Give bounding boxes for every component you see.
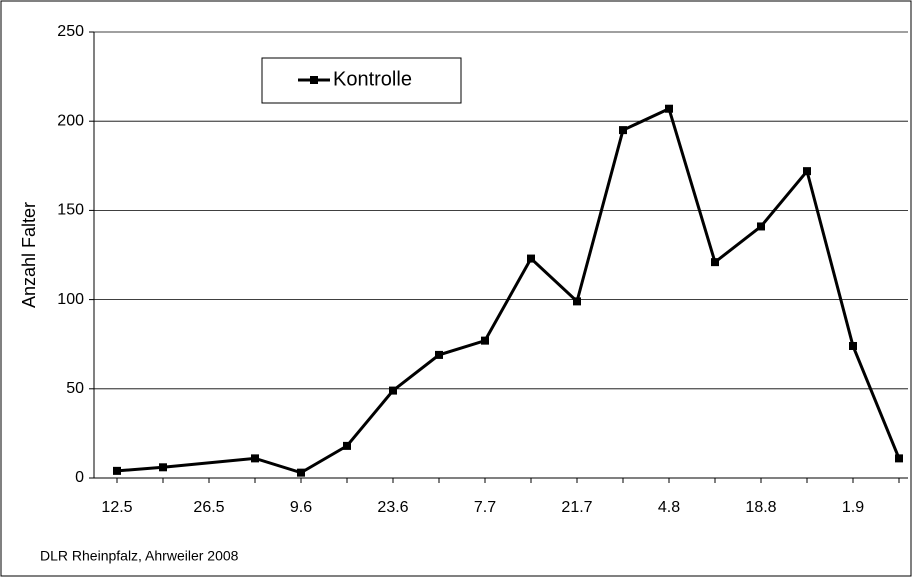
footer: DLR Rheinpfalz, Ahrweiler 2008	[40, 548, 239, 564]
x-tick-label: 21.7	[561, 499, 592, 516]
x-tick-label: 9.6	[290, 499, 312, 516]
y-tick-label: 250	[57, 23, 84, 40]
y-tick-label: 200	[57, 112, 84, 129]
point-marker	[757, 222, 765, 231]
point-marker	[251, 454, 259, 463]
legend-label: Kontrolle	[333, 68, 412, 90]
y-tick-label: 100	[57, 291, 84, 308]
x-tick-label: 7.7	[474, 499, 496, 516]
point-marker	[389, 386, 397, 395]
point-marker	[849, 341, 857, 350]
point-marker	[573, 297, 581, 306]
point-marker	[895, 454, 903, 463]
y-tick-label: 0	[75, 469, 84, 486]
point-marker	[113, 466, 121, 475]
point-marker	[435, 350, 443, 359]
x-tick-label: 1.9	[842, 499, 864, 516]
x-tick-label: 18.8	[745, 499, 776, 516]
y-tick-label: 150	[57, 202, 84, 219]
x-tick-label: 4.8	[658, 499, 680, 516]
point-marker	[481, 336, 489, 345]
point-marker	[343, 441, 351, 450]
y-axis-label: Anzahl Falter	[19, 202, 39, 308]
x-tick-label: 26.5	[193, 499, 224, 516]
legend-marker	[310, 76, 318, 84]
x-tick-label: 12.5	[101, 499, 132, 516]
point-marker	[297, 468, 305, 477]
point-marker	[527, 254, 535, 263]
point-marker	[665, 104, 673, 113]
point-marker	[711, 258, 719, 267]
point-marker	[803, 167, 811, 176]
point-marker	[159, 463, 167, 472]
x-tick-label: 23.6	[377, 499, 408, 516]
point-marker	[619, 126, 627, 135]
legend-box	[261, 57, 462, 104]
y-tick-label: 50	[66, 380, 84, 397]
